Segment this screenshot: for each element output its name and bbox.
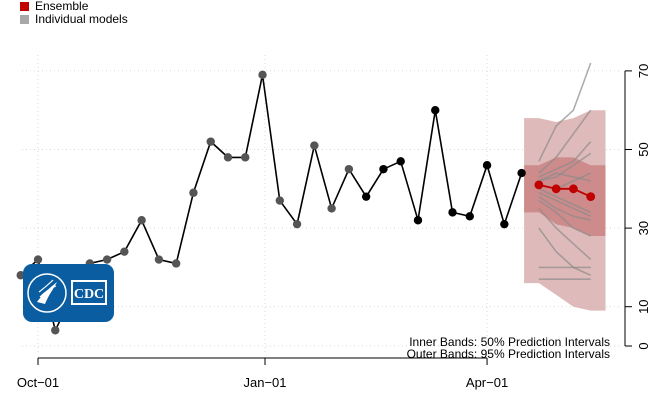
legend-item-ensemble: Ensemble: [20, 0, 128, 13]
y-tick-label-3: 50: [636, 142, 651, 156]
individual-models-swatch: [20, 15, 29, 24]
observed-point-26: [465, 212, 474, 221]
y-tick-label-2: 30: [636, 221, 651, 235]
observed-point-14: [258, 70, 267, 80]
individual-model-line-0: [538, 62, 592, 162]
hhs-eagle-icon: CDC: [27, 273, 107, 313]
observed-point-19: [344, 164, 354, 174]
individual-model-line-9: [538, 199, 592, 237]
observed-point-27: [482, 161, 492, 170]
observed-point-5: [102, 255, 112, 264]
observed-point-25: [448, 208, 457, 217]
observed-point-20: [361, 192, 371, 201]
y-axis: 0 10 30 50 70: [624, 64, 651, 350]
inner-50-band: [524, 157, 606, 236]
legend: Ensemble Individual models: [20, 0, 128, 26]
observed-point-13: [241, 153, 250, 162]
individual-model-line-6: [538, 188, 592, 214]
observed-point-1: [33, 255, 43, 264]
observed-point-16: [292, 219, 302, 229]
outer-bands-note: Outer Bands: 95% Prediction Intervals: [406, 347, 610, 361]
observed-point-11: [206, 137, 215, 146]
observed-point-8: [154, 255, 164, 264]
observed-point-29: [517, 168, 526, 178]
individual-model-line-2: [538, 141, 592, 178]
prediction-bands: [524, 110, 606, 311]
ensemble-point-2: [569, 184, 578, 194]
grid: [22, 55, 622, 355]
individual-model-line-1: [538, 109, 592, 174]
cdc-logo-text: CDC: [74, 287, 104, 302]
observed-point-12: [223, 153, 233, 162]
observed-point-23: [413, 216, 423, 225]
x-axis: Oct−01 Jan−01 Apr−01: [17, 357, 508, 390]
observed-point-2: [51, 326, 60, 335]
legend-label-ensemble: Ensemble: [35, 0, 89, 13]
y-tick-label-1: 10: [636, 299, 651, 313]
y-tick-label-4: 70: [636, 64, 651, 78]
observed-point-9: [171, 259, 181, 268]
observed-point-10: [189, 188, 198, 197]
individual-model-line-11: [538, 227, 592, 277]
ensemble-point-0: [534, 180, 544, 190]
observed-point-22: [396, 157, 405, 166]
x-tick-label-2: Apr−01: [466, 375, 508, 390]
observed-point-7: [137, 216, 146, 225]
observed-point-28: [500, 219, 509, 229]
ensemble-point-1: [551, 184, 561, 194]
observed-point-18: [327, 204, 336, 213]
x-tick-label-0: Oct−01: [17, 375, 59, 390]
observed-point-24: [431, 106, 440, 115]
individual-model-line-3: [538, 152, 592, 182]
cdc-logo: CDC: [23, 264, 114, 322]
observed-point-21: [379, 164, 388, 174]
observed-point-17: [310, 141, 319, 150]
individual-model-line-7: [538, 191, 592, 218]
legend-item-individual-models: Individual models: [20, 13, 128, 26]
ensemble-series: [534, 180, 596, 202]
legend-label-individual-models: Individual models: [35, 12, 128, 26]
individual-model-line-10: [538, 207, 592, 261]
individual-model-lines: [538, 62, 592, 281]
ensemble-point-3: [586, 192, 596, 202]
ensemble-swatch: [20, 2, 29, 11]
observed-point-15: [275, 196, 285, 205]
observed-point-0: [16, 271, 25, 280]
observed-point-6: [120, 247, 129, 256]
individual-model-line-5: [538, 172, 591, 182]
y-tick-label-0: 0: [636, 342, 651, 349]
inner-bands-note: Inner Bands: 50% Prediction Intervals: [409, 335, 610, 349]
x-tick-label-1: Jan−01: [243, 375, 286, 390]
individual-model-line-8: [538, 196, 591, 221]
ensemble-line: [538, 184, 592, 198]
